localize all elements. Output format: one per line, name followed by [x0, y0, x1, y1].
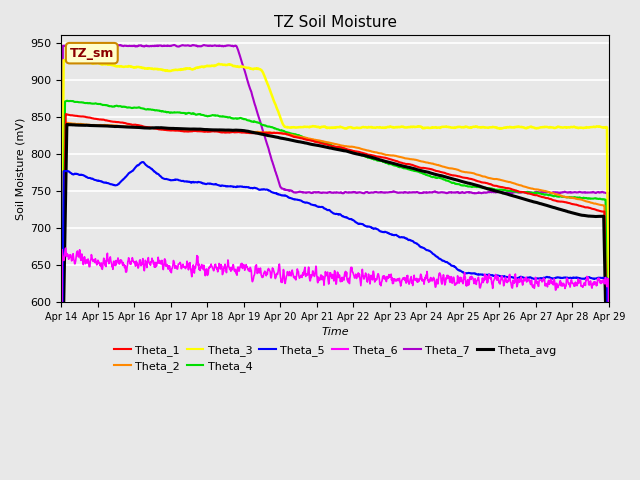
Theta_5	[605, 471, 612, 477]
Theta_7	[301, 190, 309, 195]
Theta_6	[100, 260, 108, 266]
Theta_4	[58, 421, 65, 427]
Theta_4	[605, 444, 612, 449]
Theta_5	[290, 196, 298, 202]
Theta_avg	[290, 138, 298, 144]
X-axis label: Time: Time	[321, 327, 349, 337]
Theta_4	[369, 156, 377, 162]
Theta_5	[122, 174, 130, 180]
Theta_avg	[123, 124, 131, 130]
Theta_2	[312, 137, 319, 143]
Theta_3	[301, 124, 309, 130]
Theta_3	[369, 125, 377, 131]
Theta_7	[290, 190, 298, 195]
Theta_2	[100, 122, 108, 128]
Theta_3	[123, 64, 131, 70]
Theta_5	[369, 226, 377, 231]
Theta_avg	[100, 123, 108, 129]
Theta_5	[139, 159, 147, 165]
Title: TZ Soil Moisture: TZ Soil Moisture	[274, 15, 397, 30]
Theta_5	[301, 200, 309, 205]
Theta_7	[369, 190, 377, 195]
Theta_6	[61, 245, 69, 251]
Theta_3	[312, 124, 319, 130]
Line: Theta_6: Theta_6	[61, 248, 609, 480]
Theta_6	[301, 270, 309, 276]
Theta_1	[369, 153, 377, 158]
Theta_3	[60, 57, 68, 63]
Theta_2	[63, 120, 71, 126]
Theta_7	[312, 189, 319, 195]
Theta_3	[605, 383, 612, 388]
Theta_7	[88, 42, 96, 48]
Theta_4	[290, 131, 298, 137]
Theta_7	[100, 43, 108, 48]
Theta_2	[123, 124, 131, 130]
Theta_avg	[301, 140, 309, 146]
Theta_1	[123, 120, 131, 126]
Theta_7	[58, 393, 65, 399]
Theta_avg	[369, 155, 377, 161]
Text: TZ_sm: TZ_sm	[70, 47, 114, 60]
Theta_2	[290, 132, 298, 138]
Theta_5	[100, 180, 108, 185]
Theta_3	[290, 124, 298, 130]
Theta_6	[312, 270, 319, 276]
Line: Theta_4: Theta_4	[61, 101, 609, 446]
Line: Theta_7: Theta_7	[61, 45, 609, 400]
Line: Theta_3: Theta_3	[61, 60, 609, 404]
Theta_1	[290, 134, 298, 140]
Line: Theta_5: Theta_5	[61, 162, 609, 474]
Line: Theta_avg: Theta_avg	[61, 124, 609, 464]
Theta_avg	[63, 121, 71, 127]
Theta_5	[312, 202, 319, 208]
Theta_2	[605, 463, 612, 468]
Theta_2	[301, 135, 309, 141]
Theta_6	[123, 269, 131, 275]
Line: Theta_1: Theta_1	[61, 114, 609, 468]
Theta_avg	[605, 461, 612, 467]
Legend: Theta_1, Theta_2, Theta_3, Theta_4, Theta_5, Theta_6, Theta_7, Theta_avg: Theta_1, Theta_2, Theta_3, Theta_4, Thet…	[110, 340, 561, 376]
Theta_avg	[312, 142, 319, 148]
Theta_4	[100, 102, 108, 108]
Theta_6	[605, 394, 612, 399]
Theta_1	[58, 414, 65, 420]
Theta_2	[369, 149, 377, 155]
Theta_1	[312, 139, 319, 144]
Theta_1	[301, 136, 309, 142]
Theta_4	[123, 105, 131, 110]
Theta_2	[58, 420, 65, 425]
Theta_1	[605, 466, 612, 471]
Theta_6	[290, 275, 298, 281]
Theta_4	[63, 98, 71, 104]
Line: Theta_2: Theta_2	[61, 123, 609, 466]
Theta_7	[605, 397, 612, 403]
Theta_4	[312, 138, 319, 144]
Theta_7	[123, 43, 131, 48]
Theta_3	[100, 61, 108, 67]
Theta_3	[58, 401, 65, 407]
Theta_avg	[58, 432, 65, 438]
Theta_5	[58, 456, 65, 462]
Theta_6	[369, 268, 377, 274]
Theta_1	[62, 111, 70, 117]
Theta_4	[301, 136, 309, 142]
Theta_1	[100, 117, 108, 123]
Y-axis label: Soil Moisture (mV): Soil Moisture (mV)	[15, 118, 25, 220]
